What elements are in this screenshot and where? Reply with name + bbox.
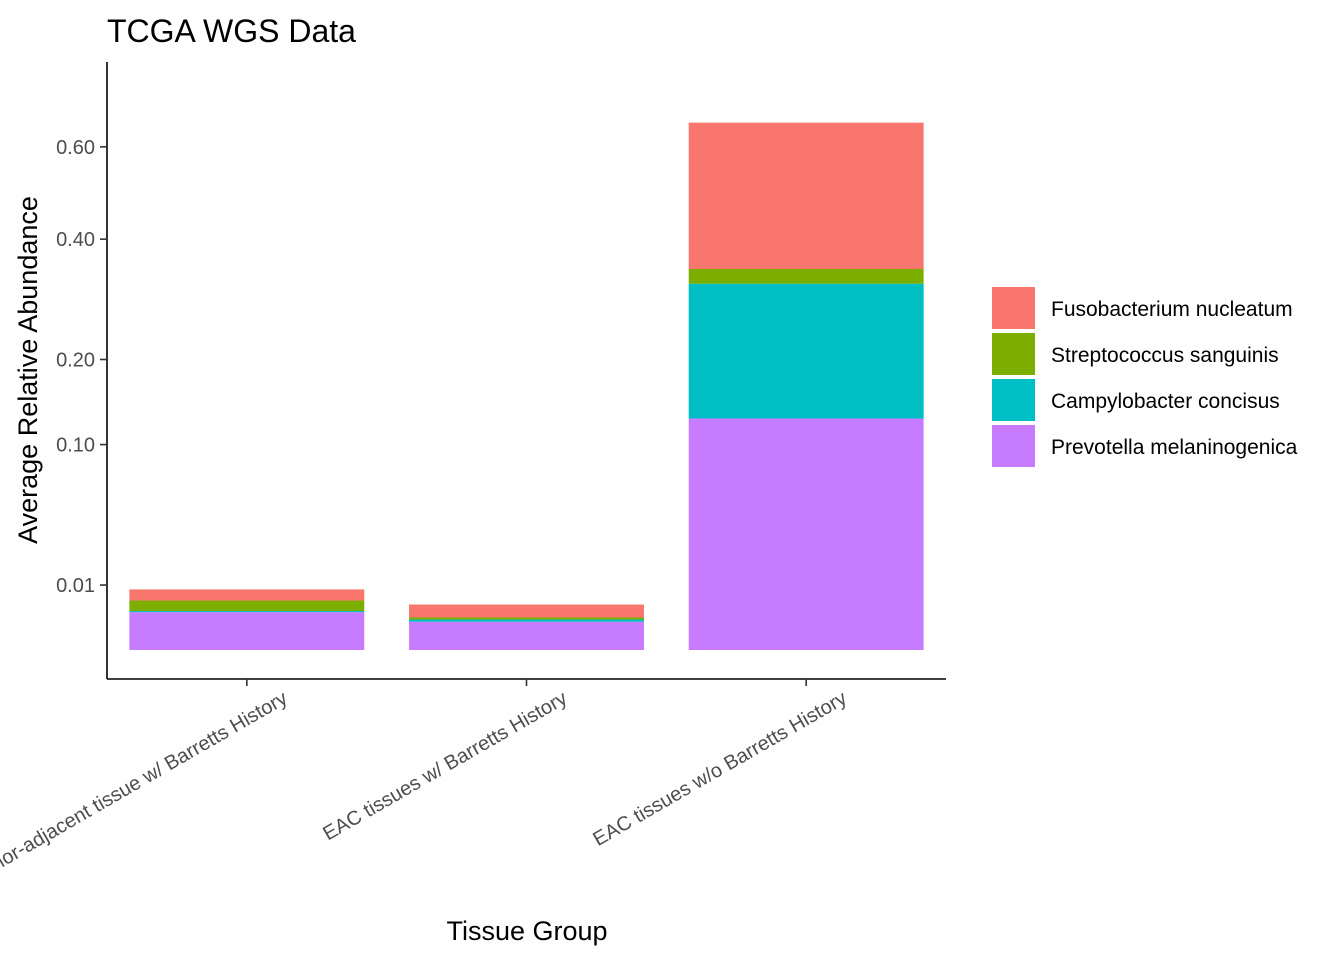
bar-prevotella-melaninogenica-3 [688, 418, 924, 650]
y-axis-title: Average Relative Abundance [13, 196, 43, 544]
x-tick-label: EAC tissues w/o Barretts History [589, 687, 850, 851]
y-tick-label: 0.01 [56, 575, 95, 597]
x-tick-label: Tumor-adjacent tissue w/ Barretts Histor… [0, 687, 291, 889]
legend-label-campylobacter-concisus: Campylobacter concisus [1051, 390, 1280, 413]
legend-swatch-campylobacter-concisus [992, 379, 1035, 421]
legend-swatch-fusobacterium-nucleatum [992, 287, 1035, 329]
bar-fusobacterium-nucleatum-3 [688, 122, 924, 269]
y-tick-label: 0.20 [56, 349, 95, 371]
legend-swatch-prevotella-melaninogenica [992, 425, 1035, 467]
x-axis: Tumor-adjacent tissue w/ Barretts Histor… [0, 678, 946, 889]
x-tick-label: EAC tissues w/ Barretts History [319, 687, 571, 845]
bar-prevotella-melaninogenica-1 [129, 612, 365, 650]
y-tick-label: 0.60 [56, 137, 95, 159]
bars-group [129, 122, 924, 650]
bar-campylobacter-concisus-3 [688, 283, 924, 419]
legend-label-prevotella-melaninogenica: Prevotella melaninogenica [1051, 436, 1298, 459]
bar-streptococcus-sanguinis-3 [688, 269, 924, 284]
bar-prevotella-melaninogenica-2 [409, 621, 644, 650]
bar-campylobacter-concisus-2 [409, 619, 644, 622]
bar-streptococcus-sanguinis-2 [409, 617, 644, 620]
bar-campylobacter-concisus-1 [129, 611, 365, 613]
y-axis: 0.01 0.10 0.20 0.40 0.60 [56, 62, 108, 679]
legend: Fusobacterium nucleatum Streptococcus san… [992, 287, 1298, 467]
bar-fusobacterium-nucleatum-1 [129, 589, 365, 601]
bar-fusobacterium-nucleatum-2 [409, 604, 644, 618]
y-tick-label: 0.40 [56, 229, 95, 251]
legend-swatch-streptococcus-sanguinis [992, 333, 1035, 375]
legend-label-fusobacterium-nucleatum: Fusobacterium nucleatum [1051, 298, 1293, 321]
x-axis-title: Tissue Group [446, 916, 607, 946]
bar-streptococcus-sanguinis-1 [129, 600, 365, 612]
y-tick-label: 0.10 [56, 435, 95, 457]
chart-title: TCGA WGS Data [107, 13, 356, 49]
legend-label-streptococcus-sanguinis: Streptococcus sanguinis [1051, 344, 1279, 367]
